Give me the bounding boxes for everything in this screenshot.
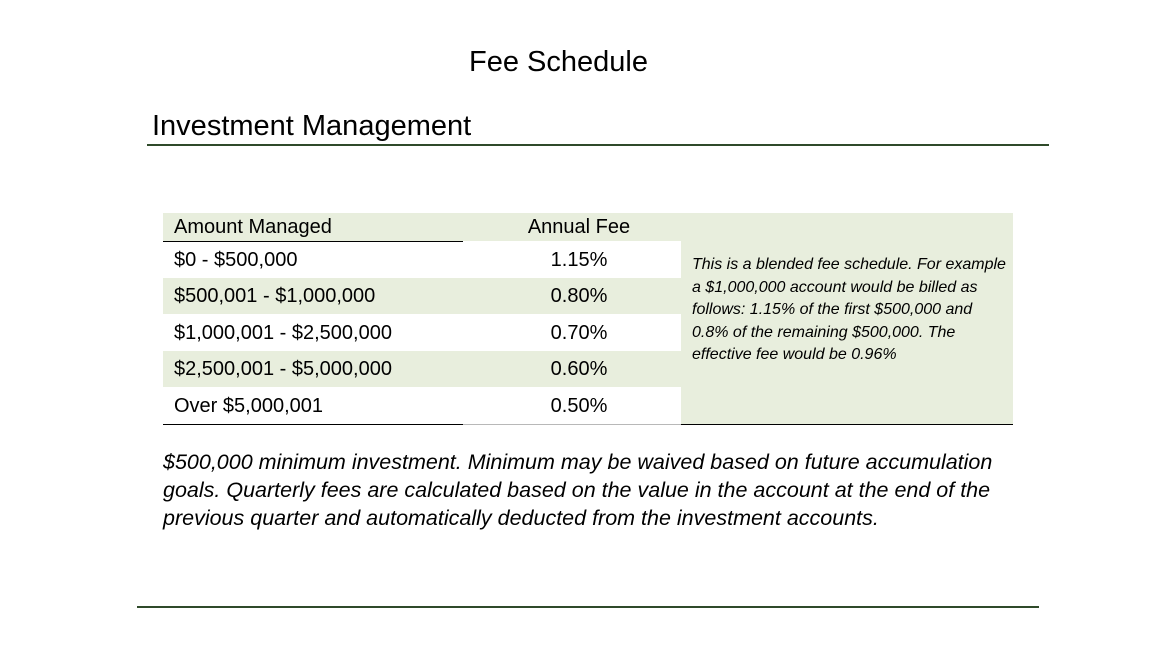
minimum-investment-footnote: $500,000 minimum investment. Minimum may…: [163, 450, 993, 530]
section-title: Investment Management: [152, 110, 472, 142]
fee-cell: 0.50%: [550, 395, 608, 417]
fee-cell: 0.70%: [550, 322, 608, 344]
blended-fee-note: This is a blended fee schedule. For exam…: [692, 256, 1006, 363]
table-bottom-rule-light: [463, 424, 681, 425]
fee-table: Amount Managed Annual Fee $0 - $500,000 …: [163, 213, 1013, 425]
table-header-row: Amount Managed Annual Fee: [163, 213, 681, 241]
header-divider: [163, 241, 463, 242]
page-title: Fee Schedule: [469, 46, 648, 78]
section-divider: [147, 144, 1049, 146]
amount-cell: $1,000,001 - $2,500,000: [174, 322, 392, 344]
fee-cell: 1.15%: [550, 249, 608, 271]
table-row: $2,500,001 - $5,000,000 0.60%: [163, 351, 681, 387]
amount-cell: $2,500,001 - $5,000,000: [174, 358, 392, 380]
table-row: $0 - $500,000 1.15%: [163, 242, 681, 278]
header-annual-fee: Annual Fee: [527, 216, 631, 238]
blended-fee-note-box: This is a blended fee schedule. For exam…: [681, 213, 1013, 424]
amount-cell: Over $5,000,001: [174, 395, 323, 417]
header-amount-managed: Amount Managed: [174, 216, 332, 238]
amount-cell: $0 - $500,000: [174, 249, 298, 271]
amount-cell: $500,001 - $1,000,000: [174, 285, 376, 307]
fee-cell: 0.80%: [550, 285, 608, 307]
table-row: $500,001 - $1,000,000 0.80%: [163, 278, 681, 314]
table-row: $1,000,001 - $2,500,000 0.70%: [163, 315, 681, 351]
table-row: Over $5,000,001 0.50%: [163, 388, 681, 424]
footer-divider: [137, 606, 1039, 608]
fee-cell: 0.60%: [550, 358, 608, 380]
